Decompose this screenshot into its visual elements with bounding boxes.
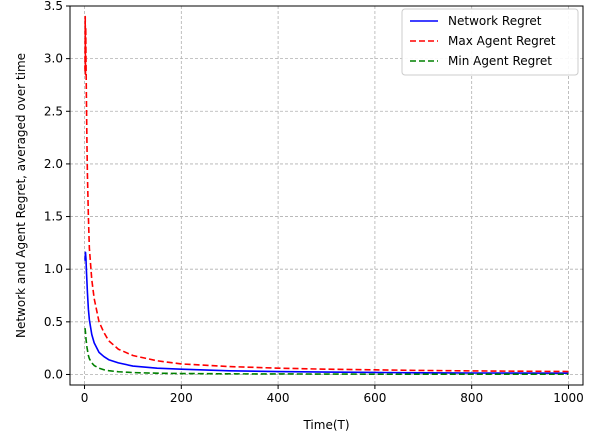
x-tick-label: 1000	[553, 391, 584, 405]
legend-entry-label: Max Agent Regret	[448, 34, 556, 48]
plot-frame	[69, 5, 584, 386]
legend-box	[401, 8, 579, 76]
x-tick-label: 0	[81, 391, 89, 405]
y-tick-label: 2.5	[44, 104, 63, 118]
series-line-1	[84, 251, 569, 375]
y-axis-label: Network and Agent Regret, averaged over …	[14, 53, 28, 338]
x-tick-label: 200	[170, 391, 193, 405]
x-axis-label: Time(T)	[302, 418, 349, 432]
y-axis-ticks: 0.0 0.5 1.0 1.5 2.0 2.5 3.0 3.5	[44, 0, 70, 381]
y-tick-label: 1.0	[44, 262, 63, 276]
x-axis-ticks: 0 200 400 600 800 1000	[81, 385, 584, 405]
y-tick-label: 0.0	[44, 367, 63, 381]
y-tick-label: 3.0	[44, 52, 63, 66]
x-tick-label: 600	[363, 391, 386, 405]
x-tick-label: 400	[267, 391, 290, 405]
series-line-3	[84, 328, 569, 376]
series-layer	[84, 15, 569, 376]
legend-entry-label: Min Agent Regret	[448, 54, 552, 68]
y-tick-label: 3.5	[44, 0, 63, 13]
series-line-2	[84, 15, 569, 373]
x-tick-label: 800	[460, 391, 483, 405]
legend-entry-label: Network Regret	[448, 14, 542, 28]
legend: Network Regret Max Agent Regret Min Agent …	[401, 8, 579, 76]
y-tick-label: 0.5	[44, 315, 63, 329]
y-tick-label: 2.0	[44, 157, 63, 171]
y-tick-label: 1.5	[44, 210, 63, 224]
